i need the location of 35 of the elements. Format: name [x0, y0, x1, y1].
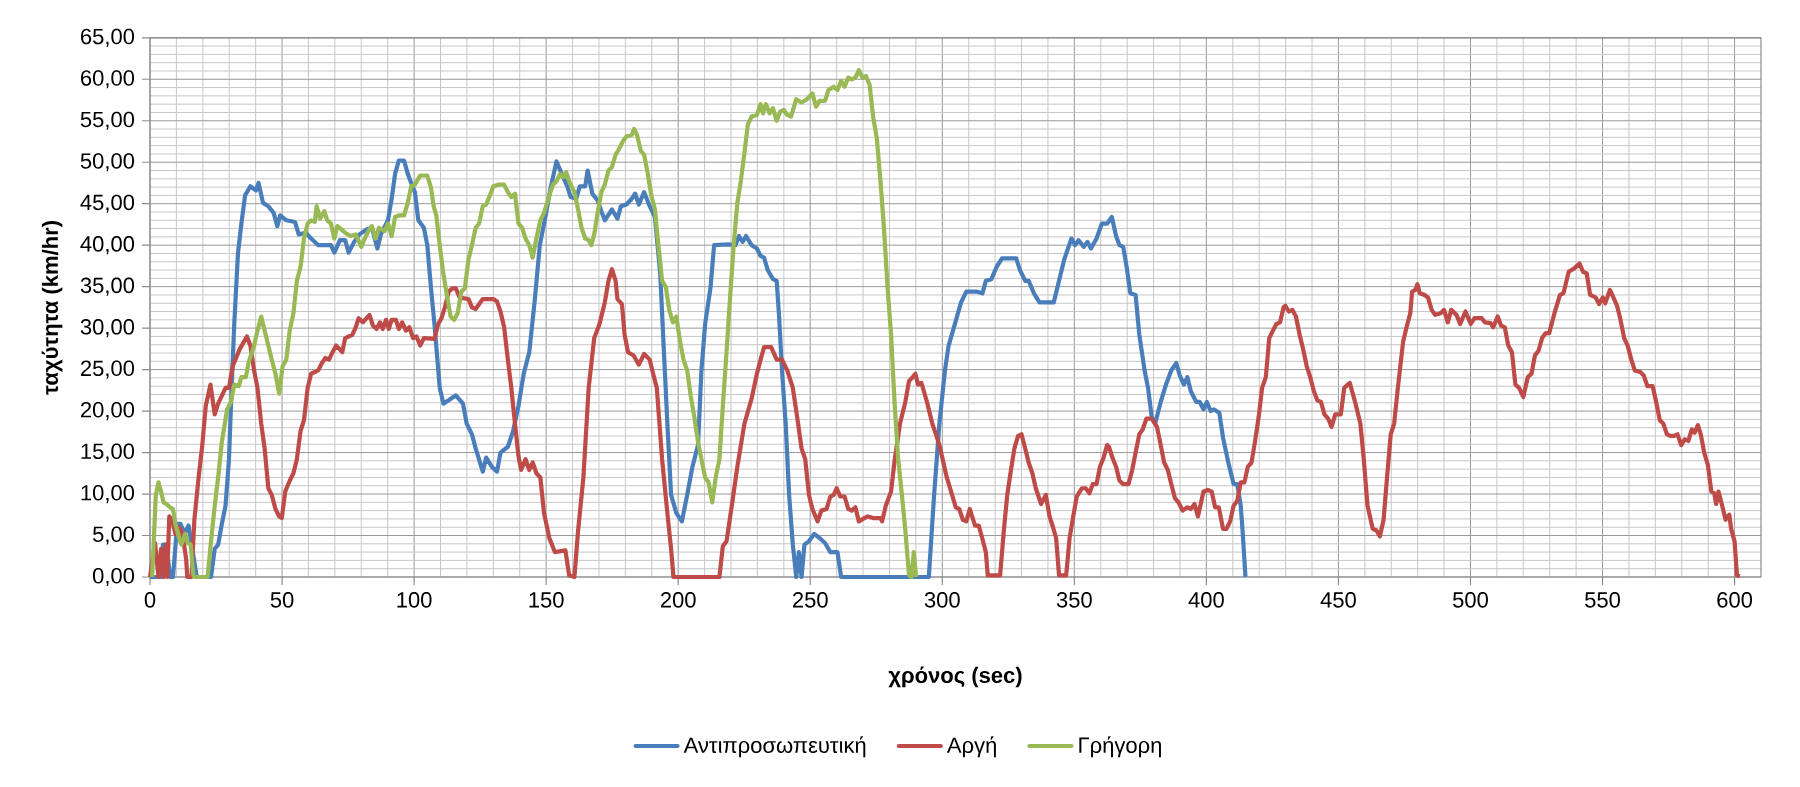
x-tick-label: 400 [1188, 592, 1224, 608]
x-tick-label: 200 [660, 592, 696, 608]
y-tick-label: 15,00 [81, 443, 135, 462]
x-tick-label: 500 [1453, 592, 1488, 608]
x-tick-label: 100 [397, 592, 432, 608]
y-tick-label: 20,00 [80, 402, 135, 421]
x-tick-label: 50 [270, 592, 294, 608]
x-tick-label: 250 [792, 592, 828, 608]
y-tick-label: 25,00 [80, 360, 135, 379]
y-tick-label: 5,00 [93, 526, 135, 545]
y-tick-label: 30,00 [80, 319, 135, 338]
x-tick-label: 0 [144, 592, 156, 608]
legend-label: Αργή [946, 736, 996, 758]
x-tick-label: 600 [1717, 592, 1753, 608]
y-tick-label: 65,00 [81, 28, 135, 47]
y-axis-title: ταχύτητα (km/hr) [41, 221, 63, 395]
y-tick-label: 60,00 [81, 70, 135, 89]
y-tick-label: 40,00 [80, 236, 135, 255]
x-tick-label: 300 [924, 592, 960, 608]
x-tick-label: 450 [1320, 592, 1356, 608]
x-tick-label: 350 [1056, 592, 1092, 608]
y-tick-label: 35,00 [80, 277, 135, 296]
legend-label: Γρήγορη [1079, 736, 1161, 758]
line-series [150, 68, 919, 580]
line-series [147, 158, 1248, 580]
line-series [147, 261, 1742, 580]
y-tick-label: 45,00 [80, 194, 135, 213]
y-tick-label: 55,00 [80, 111, 135, 130]
x-axis-title: χρόνος (sec) [888, 666, 1022, 688]
y-tick-label: 10,00 [81, 484, 135, 504]
x-tick-label: 550 [1585, 592, 1620, 608]
y-tick-label: 0,00 [92, 567, 135, 587]
x-tick-label: 150 [529, 592, 564, 608]
y-tick-label: 50,00 [80, 153, 135, 172]
legend-label: Αντιπροσωπευτική [683, 736, 866, 758]
